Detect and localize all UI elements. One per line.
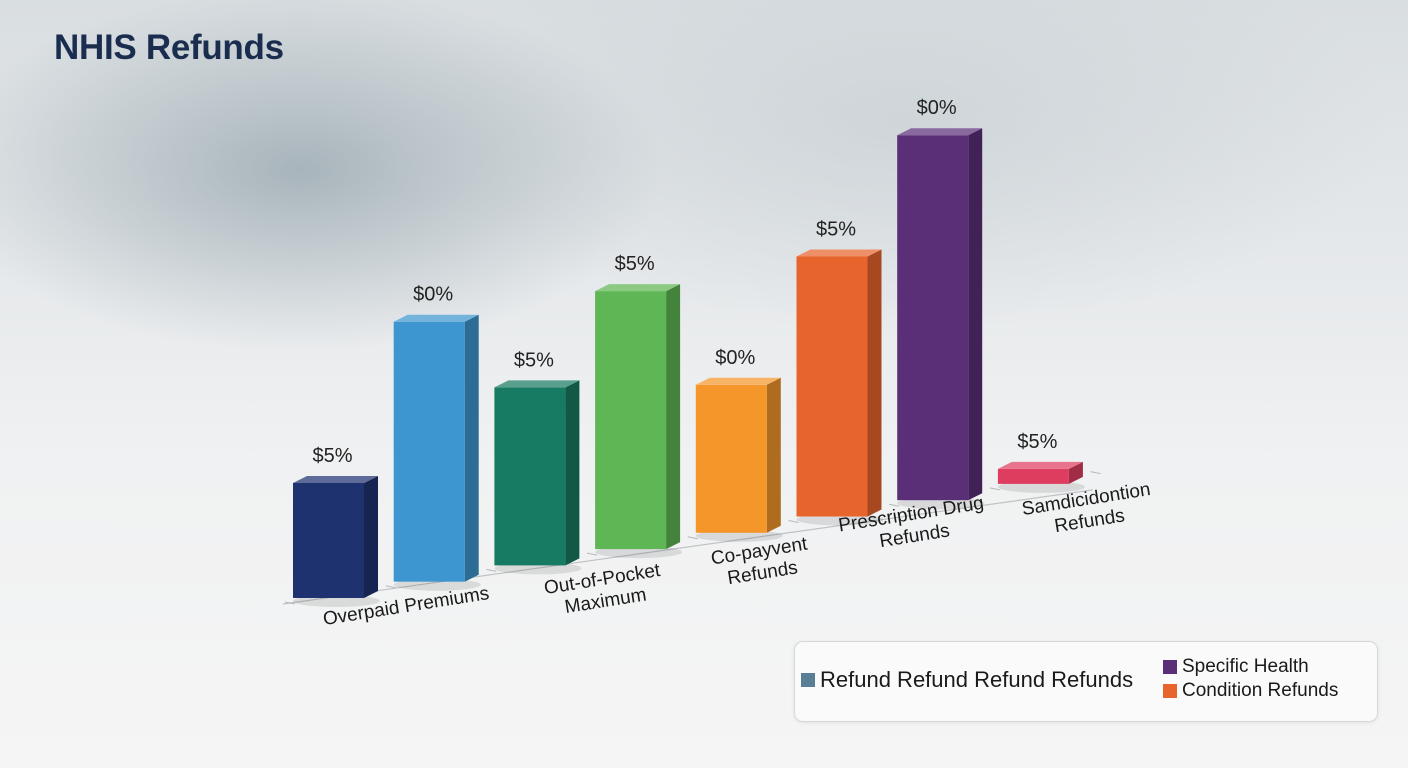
bar: [393, 314, 481, 591]
legend-label: Condition Refunds: [1182, 680, 1339, 701]
x-axis-tick: [284, 601, 296, 605]
bar-front: [997, 468, 1069, 484]
bar: [595, 284, 683, 559]
bar: [796, 249, 884, 526]
bar-front: [695, 384, 767, 533]
x-axis-tick: [1090, 471, 1101, 475]
bar: [997, 461, 1085, 493]
legend-swatch: [1163, 660, 1177, 674]
bar-value-label: $5%: [816, 219, 856, 241]
bar-value-label: $5%: [1017, 431, 1057, 453]
bar-value-label: $0%: [413, 284, 453, 306]
bar-front: [595, 291, 667, 550]
bar: [695, 377, 783, 542]
bar-value-label: $5%: [312, 445, 352, 467]
bar-top: [796, 249, 882, 257]
bar-side: [666, 284, 681, 550]
legend-item-refunds: Refund Refund Refund Refunds: [801, 667, 1133, 693]
x-axis-tick: [889, 503, 900, 507]
bar-top: [695, 377, 781, 385]
bar-front: [393, 321, 465, 582]
legend-label: Specific Health: [1182, 656, 1309, 677]
x-axis-tick: [687, 536, 698, 540]
bar-top: [897, 128, 983, 136]
bar-top: [595, 284, 681, 292]
legend: Refund Refund Refund Refunds Specific He…: [794, 641, 1378, 722]
x-axis-tick: [788, 520, 799, 523]
legend-swatch: [801, 673, 815, 687]
x-axis-tick: [486, 568, 497, 572]
bar-front: [293, 483, 364, 598]
bar-side: [867, 249, 882, 517]
legend-item-specific-health: Specific Health: [1163, 656, 1309, 678]
x-axis-line: [282, 489, 1093, 605]
bar-top: [494, 380, 580, 388]
axis-layer: [282, 471, 1101, 605]
bar-top: [997, 461, 1083, 469]
bar-front: [897, 135, 969, 501]
bar: [494, 380, 582, 575]
bar-front: [494, 387, 566, 566]
bar-value-label: $5%: [514, 349, 554, 371]
bar: [293, 476, 380, 607]
chart-title: NHIS Refunds: [54, 28, 284, 67]
bar-top: [393, 314, 479, 322]
bar-side: [766, 377, 781, 533]
bar-side: [464, 314, 479, 582]
bar-side: [968, 128, 983, 501]
x-axis-tick: [587, 552, 598, 556]
legend-swatch: [1163, 684, 1177, 698]
bar-side: [364, 476, 378, 598]
bars-layer: [293, 128, 1085, 607]
bar: [897, 128, 985, 510]
bar-value-label: $0%: [715, 347, 755, 369]
legend-label: Refund Refund Refund Refunds: [820, 667, 1134, 692]
bar-side: [565, 380, 580, 566]
bar-front: [796, 256, 868, 517]
legend-item-condition-refunds: Condition Refunds: [1163, 680, 1338, 702]
bar-value-label: $0%: [917, 97, 957, 119]
bar-value-label: $5%: [615, 253, 655, 275]
x-axis-tick: [385, 585, 396, 589]
bar-top: [293, 476, 378, 483]
x-axis-tick: [989, 487, 1000, 491]
bar-side: [1068, 461, 1083, 484]
